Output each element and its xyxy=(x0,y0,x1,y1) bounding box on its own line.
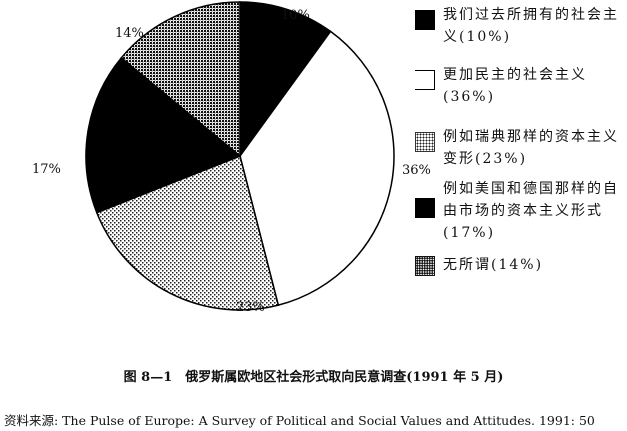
slice-label-23: 23% xyxy=(236,300,265,315)
figure-caption: 图 8—1 俄罗斯属欧地区社会形式取向民意调查(1991 年 5 月) xyxy=(123,370,504,385)
legend-swatch xyxy=(415,198,435,218)
pie-slice-3 xyxy=(85,56,242,214)
legend-swatch xyxy=(415,256,435,276)
legend-label: 例如瑞典那样的资本主义变形(23%) xyxy=(443,129,619,167)
legend-label: 更加民主的社会主义(36%) xyxy=(443,67,587,105)
slice-label-10: 10% xyxy=(281,8,310,23)
legend-swatch xyxy=(415,70,435,90)
pie-slice-1 xyxy=(239,30,395,307)
legend-label: 无所谓(14%) xyxy=(443,257,544,273)
source-note: 资料来源: The Pulse of Europe: A Survey of P… xyxy=(4,413,595,428)
legend-label: 例如美国和德国那样的自由市场的资本主义形式(17%) xyxy=(443,181,619,241)
legend-item-free-market-capitalism: 例如美国和德国那样的自由市场的资本主义形式(17%) xyxy=(415,178,623,244)
legend-item-swedish-capitalism: 例如瑞典那样的资本主义变形(23%) xyxy=(415,126,623,170)
pie-chart xyxy=(85,1,395,311)
pie-slice-0 xyxy=(239,1,332,159)
legend-swatch xyxy=(415,132,435,152)
legend-item-indifferent: 无所谓(14%) xyxy=(415,254,623,276)
slice-label-36: 36% xyxy=(402,163,431,178)
legend-item-democratic-socialism: 更加民主的社会主义(36%) xyxy=(415,64,623,108)
slice-label-17: 17% xyxy=(32,162,61,177)
pie-slice-4 xyxy=(120,1,241,158)
pie-slice-2 xyxy=(95,154,280,311)
legend-swatch xyxy=(415,10,435,30)
legend-label: 我们过去所拥有的社会主义(10%) xyxy=(443,7,619,45)
slice-label-14: 14% xyxy=(115,26,144,41)
legend-item-past-socialism: 我们过去所拥有的社会主义(10%) xyxy=(415,4,623,48)
